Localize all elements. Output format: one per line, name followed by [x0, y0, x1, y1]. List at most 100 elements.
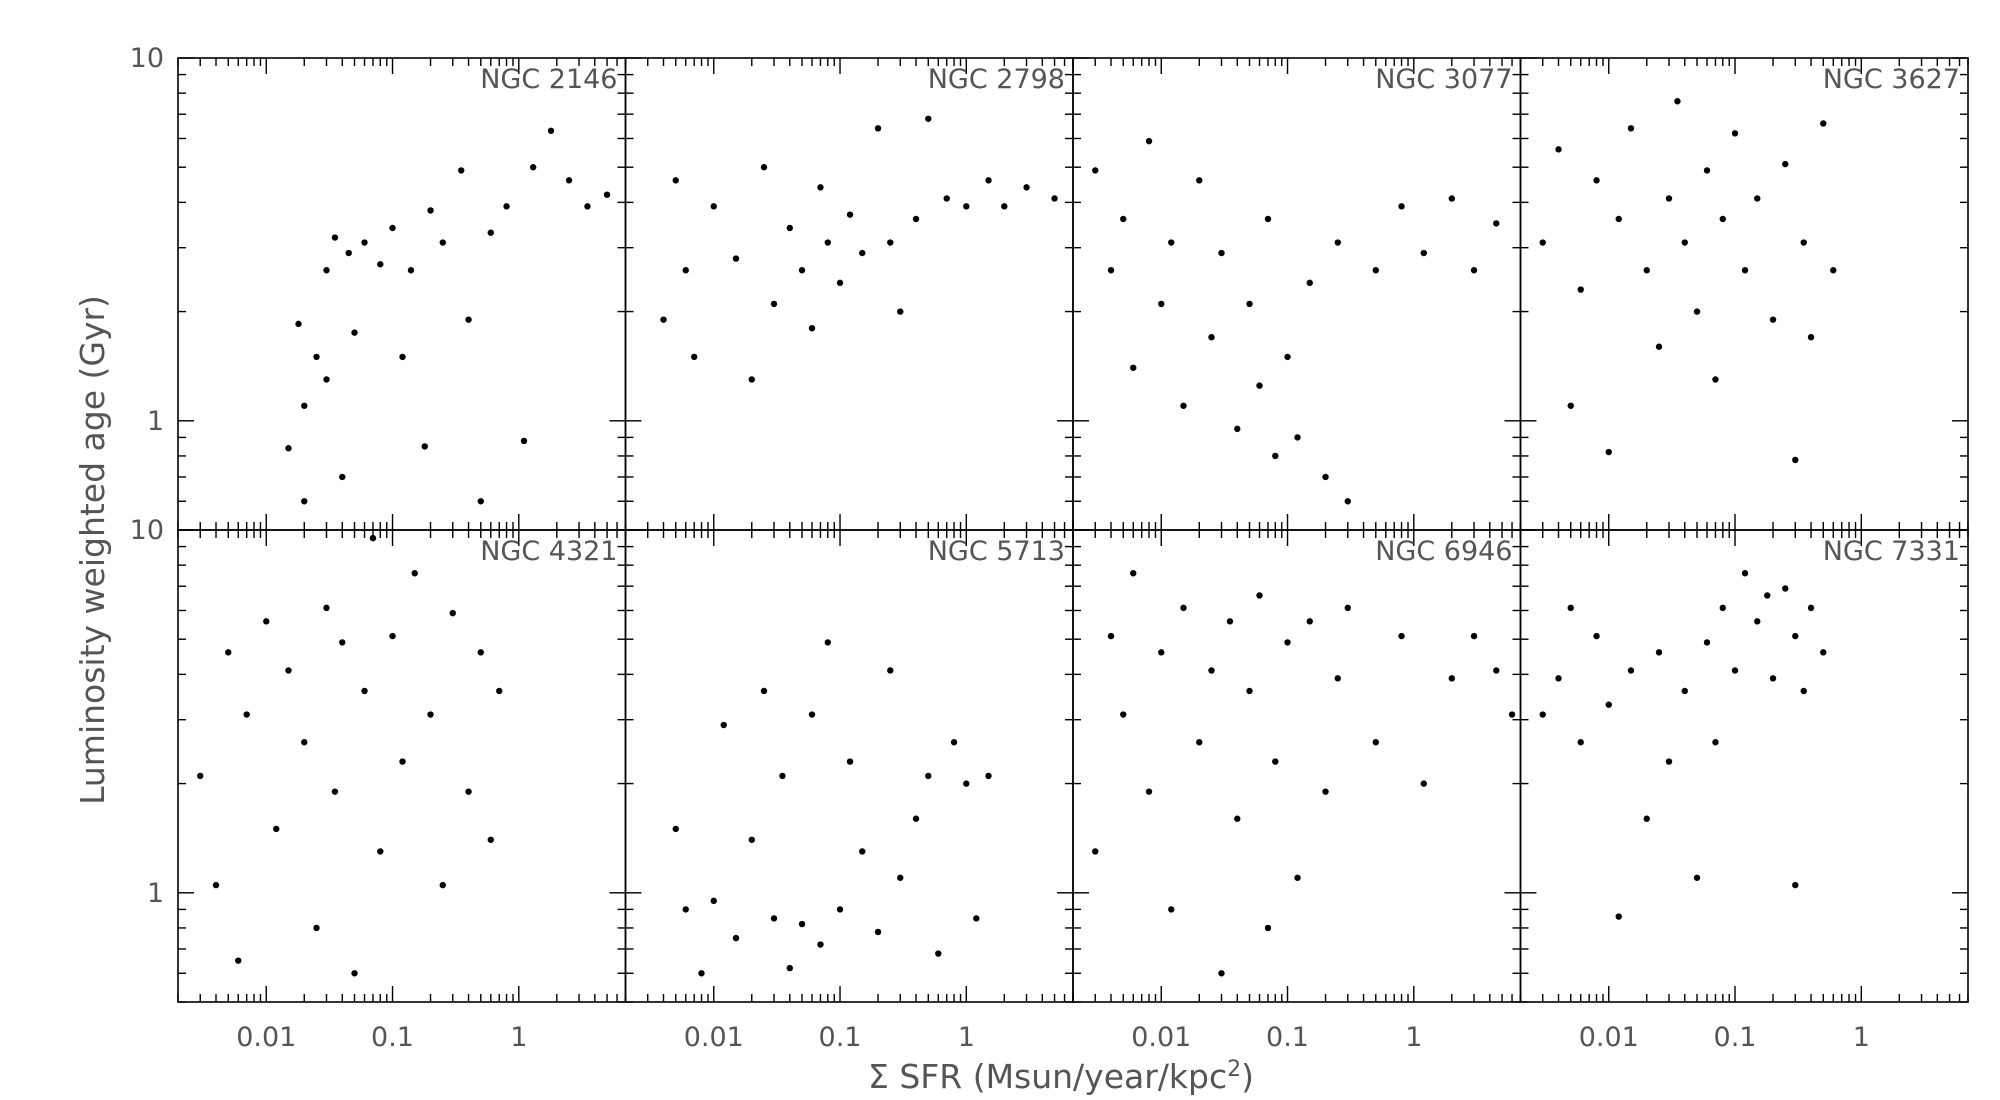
- data-point: [399, 353, 406, 361]
- panel-frame: [177, 57, 627, 531]
- data-point: [1792, 881, 1799, 889]
- panel: NGC 7331 0.01 0.1 1: [1519, 529, 1969, 1053]
- panel-frame: [624, 57, 1074, 531]
- data-point: [897, 874, 904, 881]
- data-point: [1306, 618, 1313, 625]
- data-point: [1284, 353, 1291, 361]
- data-point: [1508, 711, 1516, 718]
- data-point: [1092, 848, 1099, 855]
- data-point: [1168, 239, 1175, 246]
- data-point: [760, 164, 768, 171]
- data-point: [897, 308, 904, 315]
- data-point: [690, 353, 698, 361]
- data-point: [1655, 343, 1663, 350]
- data-point: [817, 184, 824, 191]
- x-tick-label: 0.01: [1579, 1022, 1639, 1053]
- data-point: [1218, 249, 1225, 257]
- data-point: [1493, 667, 1500, 674]
- data-point: [1800, 239, 1807, 246]
- data-point: [935, 950, 942, 957]
- data-point: [786, 224, 793, 232]
- data-point: [1792, 632, 1799, 640]
- data-point: [225, 649, 232, 656]
- data-point: [1234, 425, 1241, 433]
- data-point: [859, 848, 866, 855]
- x-tick-label: 0.01: [684, 1022, 744, 1053]
- data-point: [449, 609, 456, 617]
- data-point: [1284, 639, 1291, 646]
- data-point: [1322, 473, 1329, 481]
- data-point: [465, 788, 472, 795]
- data-point: [487, 229, 494, 236]
- data-point: [1800, 687, 1807, 695]
- panel-label: NGC 7331: [1823, 536, 1960, 567]
- data-point: [698, 970, 705, 977]
- panel: NGC 3627: [1519, 57, 1969, 531]
- data-point: [1674, 98, 1681, 105]
- data-point: [399, 758, 406, 765]
- data-point: [1234, 815, 1241, 822]
- x-tick-label: 1: [958, 1022, 975, 1053]
- data-point: [887, 667, 894, 674]
- data-point: [1448, 675, 1456, 682]
- data-point: [331, 234, 339, 241]
- data-point: [1208, 333, 1215, 341]
- data-point: [1655, 649, 1663, 656]
- data-point: [748, 376, 755, 383]
- panel: NGC 2798: [624, 57, 1074, 531]
- data-point: [1158, 300, 1165, 308]
- data-point: [1693, 874, 1701, 881]
- data-point: [1703, 167, 1711, 174]
- x-tick-label: 1: [1405, 1022, 1422, 1053]
- data-point: [1712, 739, 1719, 746]
- data-point: [1272, 758, 1279, 765]
- data-point: [660, 316, 667, 323]
- x-axis-title: Σ SFR (Msun/year/kpc2): [868, 1057, 1254, 1096]
- data-point: [1344, 604, 1351, 612]
- data-point: [1665, 195, 1673, 202]
- data-point: [682, 906, 689, 913]
- data-point: [887, 239, 894, 246]
- data-point: [1272, 452, 1279, 460]
- panel: NGC 3077: [1072, 57, 1522, 531]
- data-point: [1256, 592, 1263, 599]
- data-point: [1051, 195, 1058, 202]
- y-tick-label: 1: [147, 878, 164, 909]
- panel-label: NGC 3077: [1375, 64, 1512, 95]
- data-point: [1470, 267, 1478, 274]
- data-point: [351, 329, 358, 336]
- data-point: [672, 177, 679, 184]
- data-point: [1807, 333, 1815, 341]
- data-point: [682, 267, 689, 274]
- data-point: [243, 711, 250, 718]
- data-point: [824, 239, 831, 246]
- x-tick-label: 1: [1853, 1022, 1870, 1053]
- data-point: [817, 941, 824, 948]
- data-point: [1196, 177, 1203, 184]
- data-point: [1306, 279, 1313, 287]
- data-point: [1398, 203, 1405, 210]
- panel-label: NGC 3627: [1823, 64, 1960, 95]
- panel-grid: NGC 2146 10 1 NGC 2798 NGC 3077 NGC 3627 NGC 4…: [130, 43, 1969, 1053]
- y-tick-label: 10: [130, 515, 164, 546]
- data-point: [458, 167, 465, 174]
- data-point: [301, 498, 308, 505]
- data-point: [779, 772, 786, 780]
- data-point: [1130, 364, 1137, 371]
- data-point: [529, 164, 537, 171]
- x-tick-label: 0.01: [1131, 1022, 1191, 1053]
- panel: NGC 2146 10 1: [130, 43, 627, 531]
- data-point: [846, 211, 854, 218]
- data-point: [411, 570, 418, 577]
- data-point: [1493, 220, 1500, 227]
- data-point: [1107, 267, 1115, 274]
- data-point: [1741, 570, 1749, 577]
- data-point: [808, 324, 816, 332]
- data-point: [672, 825, 679, 833]
- data-point: [351, 970, 358, 977]
- data-point: [1448, 195, 1456, 202]
- x-tick-label: 0.1: [1714, 1022, 1757, 1053]
- panel-frame: [1519, 57, 1969, 531]
- data-point: [1334, 239, 1341, 246]
- data-point: [1754, 195, 1761, 202]
